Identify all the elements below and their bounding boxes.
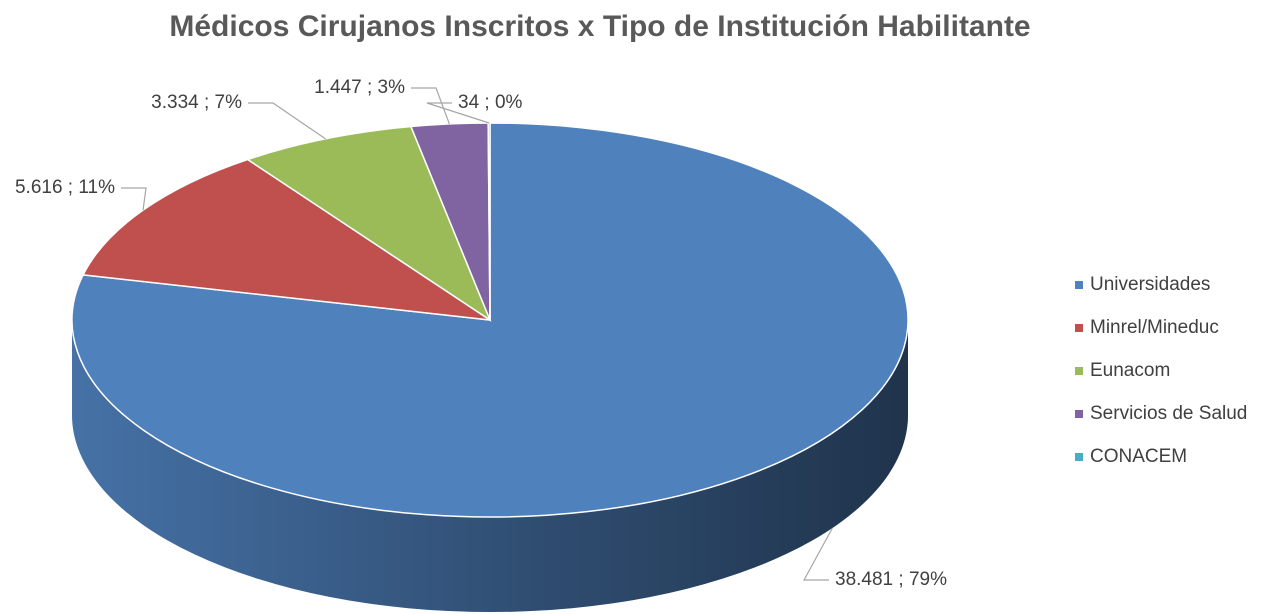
legend-swatch [1075, 281, 1083, 289]
data-label: 38.481 ; 79% [835, 569, 947, 590]
chart-title: Médicos Cirujanos Inscritos x Tipo de In… [169, 10, 1030, 43]
slice-side-shade [72, 320, 908, 612]
legend-label: CONACEM [1090, 446, 1187, 467]
legend-swatch [1075, 453, 1083, 461]
legend-swatch [1075, 324, 1083, 332]
slice [245, 125, 492, 322]
legend-swatch [1075, 410, 1083, 418]
legend-label: Eunacom [1090, 360, 1170, 381]
data-label: 1.447 ; 3% [314, 77, 405, 98]
leader-line [248, 102, 326, 140]
leader-line [426, 102, 490, 124]
legend-swatch [1075, 367, 1083, 375]
data-label: 3.334 ; 7% [151, 92, 242, 113]
legend-label: Minrel/Mineduc [1090, 317, 1219, 338]
leader-line [802, 527, 833, 581]
data-label: 5.616 ; 11% [15, 177, 115, 198]
legend-label: Servicios de Salud [1090, 403, 1247, 424]
leader-line [121, 187, 147, 211]
data-label: 34 ; 0% [458, 92, 523, 113]
legend-label: Universidades [1090, 274, 1210, 295]
leader-line [411, 87, 450, 125]
